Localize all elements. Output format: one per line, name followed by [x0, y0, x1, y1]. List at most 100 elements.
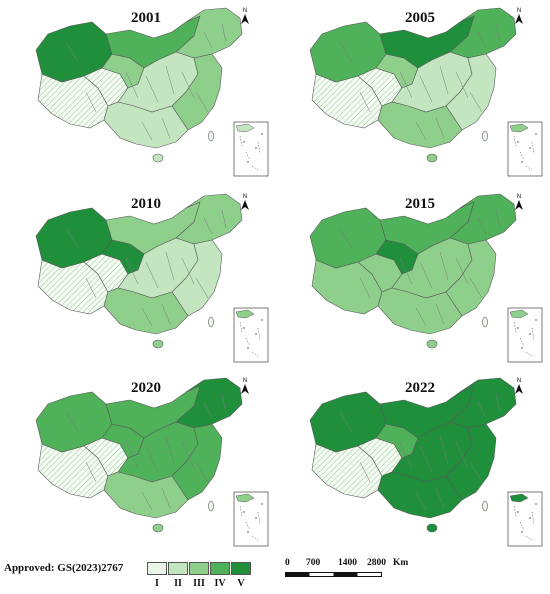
province-border — [165, 251, 175, 281]
province-border — [455, 257, 469, 285]
region-taiwan — [208, 130, 214, 142]
province-border — [195, 277, 209, 299]
province-border — [435, 487, 445, 509]
north-arrow-icon: N — [515, 378, 523, 394]
province-border — [495, 23, 501, 43]
legend-label-V: V — [237, 578, 245, 589]
region-northeast — [449, 193, 517, 245]
north-arrow-icon: N — [241, 378, 249, 394]
province-border — [141, 121, 153, 141]
region-hainan — [426, 523, 438, 533]
scale-tick-2800: 2800 — [367, 558, 386, 568]
province-border — [339, 411, 353, 433]
province-border — [165, 435, 175, 465]
province-border — [145, 261, 159, 289]
region-south — [377, 471, 463, 519]
region-hainan — [152, 153, 164, 163]
province-border — [339, 227, 353, 249]
region-northeast — [175, 7, 243, 59]
province-border — [195, 91, 209, 113]
scale-unit: Km — [393, 558, 409, 568]
province-border — [165, 65, 175, 95]
province-border — [203, 31, 213, 49]
province-border — [415, 307, 427, 327]
svg-text:N: N — [517, 378, 521, 384]
province-border — [65, 227, 79, 249]
region-east — [171, 239, 223, 317]
south-china-sea-inset — [233, 491, 269, 547]
region-south — [103, 471, 189, 519]
province-border — [161, 117, 171, 139]
province-border — [195, 461, 209, 483]
approval-number: Approved: GS(2023)2767 — [4, 562, 124, 574]
province-border — [85, 461, 97, 483]
region-south — [103, 101, 189, 149]
north-arrow-icon: N — [515, 8, 523, 24]
province-border — [439, 65, 449, 95]
province-border — [435, 117, 445, 139]
province-border — [203, 401, 213, 419]
region-northeast — [175, 193, 243, 245]
province-border — [339, 41, 353, 63]
region-south — [377, 101, 463, 149]
map-year-title: 2010 — [131, 196, 161, 212]
region-east — [171, 53, 223, 131]
legend-swatch-V — [231, 562, 251, 575]
province-border — [455, 71, 469, 99]
province-border — [141, 491, 153, 511]
province-border — [85, 91, 97, 113]
legend-swatch-III — [189, 562, 209, 575]
province-border — [181, 441, 195, 469]
region-hainan — [426, 153, 438, 163]
region-east — [445, 53, 497, 131]
map-panel-2015: 2015 N — [309, 193, 543, 363]
province-border — [477, 31, 487, 49]
legend-label-II: II — [174, 578, 182, 589]
south-china-sea-inset — [507, 307, 543, 363]
south-china-sea-inset — [507, 491, 543, 547]
province-border — [161, 487, 171, 509]
province-border — [141, 307, 153, 327]
province-border — [125, 71, 139, 99]
province-border — [125, 441, 139, 469]
svg-text:N: N — [243, 378, 247, 384]
province-border — [419, 75, 433, 103]
south-china-sea-inset — [507, 121, 543, 177]
province-border — [399, 71, 413, 99]
region-south — [377, 287, 463, 335]
legend-swatch-I — [147, 562, 167, 575]
province-border — [359, 277, 371, 299]
province-border — [415, 491, 427, 511]
map-year-title: 2022 — [405, 380, 435, 396]
province-border — [65, 41, 79, 63]
province-border — [359, 461, 371, 483]
province-border — [435, 303, 445, 325]
region-hainan — [426, 339, 438, 349]
province-border — [419, 445, 433, 473]
region-south — [103, 287, 189, 335]
province-border — [477, 217, 487, 235]
region-east — [445, 239, 497, 317]
province-border — [469, 91, 483, 113]
province-border — [495, 209, 501, 229]
province-border — [495, 393, 501, 413]
province-border — [145, 445, 159, 473]
province-border — [439, 251, 449, 281]
map-year-title: 2001 — [131, 10, 161, 26]
province-border — [419, 261, 433, 289]
region-taiwan — [482, 316, 488, 328]
map-year-title: 2005 — [405, 10, 435, 26]
province-border — [477, 401, 487, 419]
province-border — [221, 209, 227, 229]
map-panel-2005: 2005 N — [309, 7, 543, 177]
region-northeast — [175, 377, 243, 429]
region-taiwan — [208, 316, 214, 328]
province-border — [145, 75, 159, 103]
province-border — [399, 257, 413, 285]
scale-tick-1400: 1400 — [338, 558, 357, 568]
province-border — [181, 257, 195, 285]
region-taiwan — [208, 500, 214, 512]
map-panel-2020: 2020 N — [35, 377, 269, 547]
region-east — [171, 423, 223, 501]
